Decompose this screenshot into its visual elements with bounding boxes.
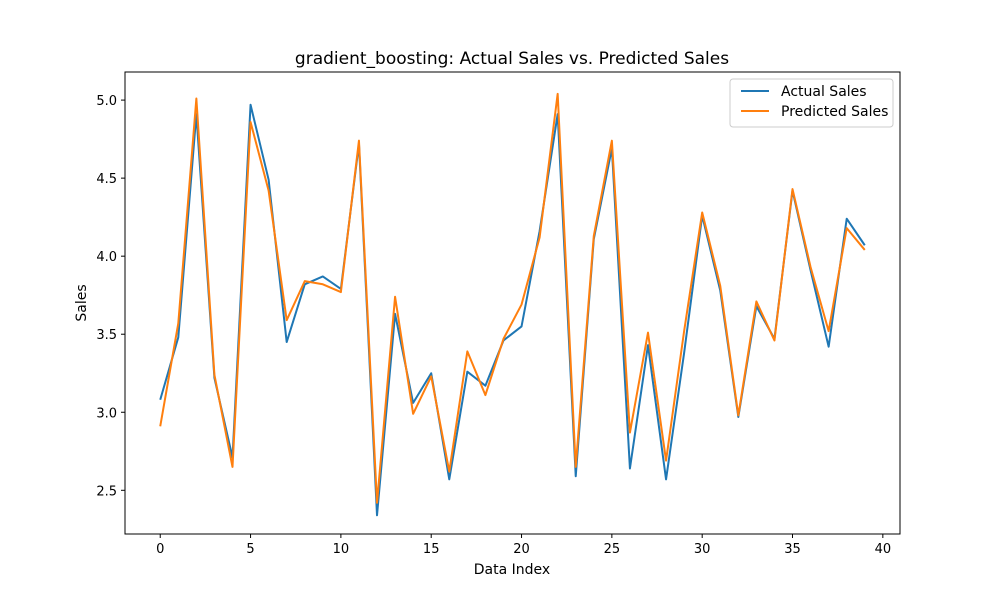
legend-box <box>729 78 894 128</box>
y-tick-label: 5.0 <box>96 94 117 109</box>
x-tick-label: 25 <box>604 542 621 557</box>
chart-title: gradient_boosting: Actual Sales vs. Pred… <box>295 49 729 69</box>
y-tick-label: 3.0 <box>96 406 117 421</box>
x-tick-label: 35 <box>784 542 801 557</box>
legend-label-actual-sales: Actual Sales <box>781 84 867 100</box>
y-tick-label: 2.5 <box>96 484 117 499</box>
legend-label-predicted-sales: Predicted Sales <box>781 104 888 120</box>
x-tick-label: 30 <box>694 542 711 557</box>
x-tick-label: 5 <box>246 542 254 557</box>
y-tick-label: 4.5 <box>96 172 117 187</box>
x-axis-label: Data Index <box>474 562 550 578</box>
y-tick-label: 3.5 <box>96 328 117 343</box>
series-line-actual-sales <box>159 103 866 517</box>
plot-series-group <box>159 92 866 517</box>
y-axis: 2.5 3.0 3.5 4.0 4.5 5.0 <box>96 94 125 499</box>
series-line-predicted-sales <box>159 92 866 504</box>
x-tick-label: 20 <box>513 542 530 557</box>
plot-area-frame <box>124 71 901 535</box>
legend: Actual Sales Predicted Sales <box>729 78 894 128</box>
x-tick-label: 15 <box>423 542 440 557</box>
y-axis-label: Sales <box>74 284 90 321</box>
y-tick-label: 4.0 <box>96 250 117 265</box>
x-tick-label: 40 <box>875 542 892 557</box>
x-tick-label: 0 <box>156 542 164 557</box>
x-axis: 0 5 10 15 20 25 30 35 40 <box>156 534 891 557</box>
x-tick-label: 10 <box>333 542 350 557</box>
